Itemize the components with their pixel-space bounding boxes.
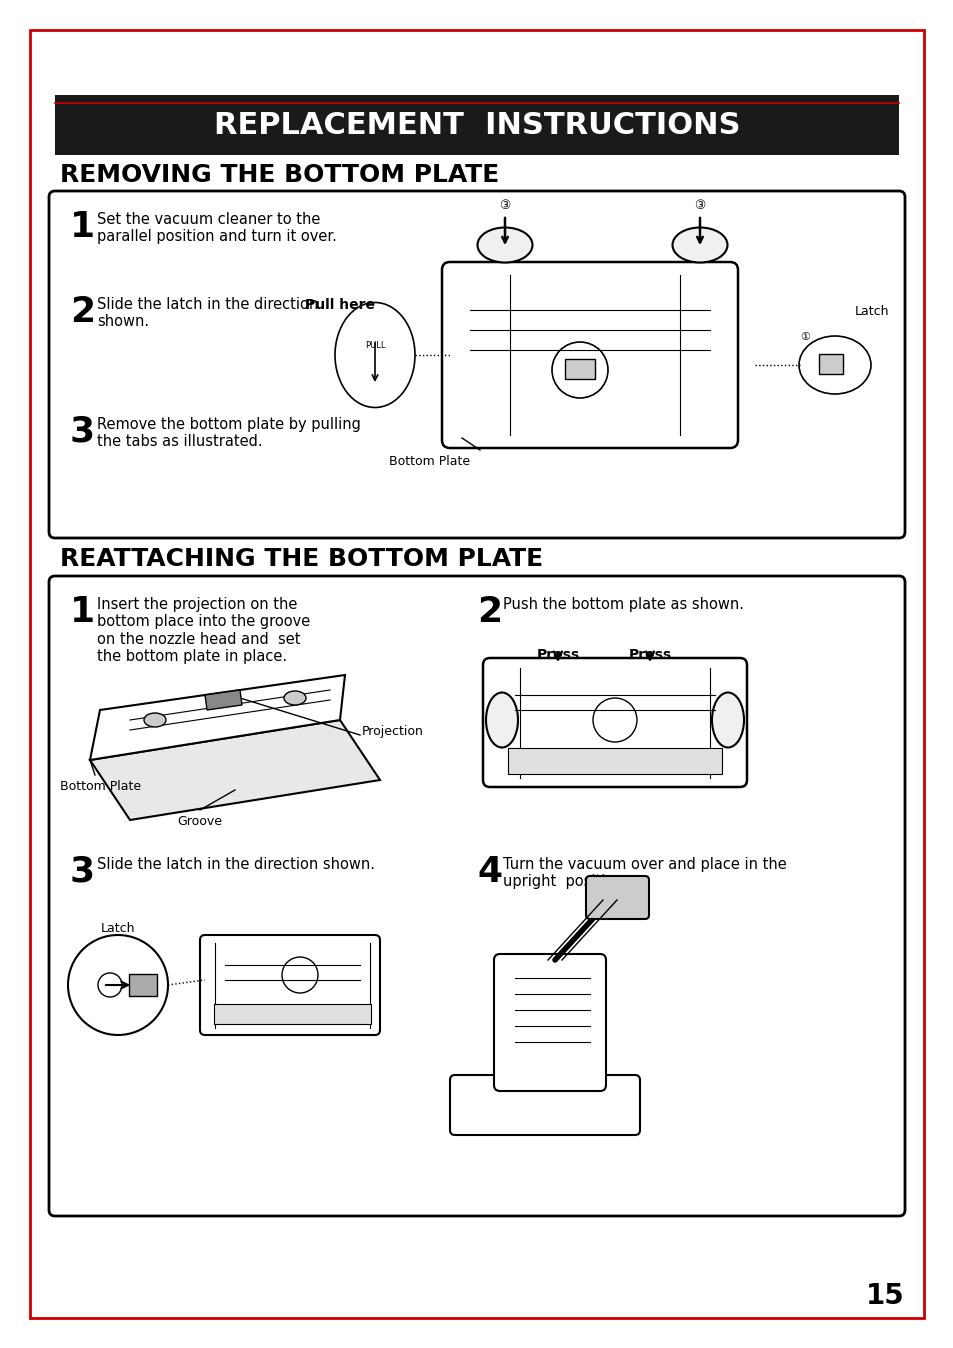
FancyBboxPatch shape [818,355,842,373]
FancyBboxPatch shape [441,262,738,448]
Text: ③: ③ [498,200,510,212]
Ellipse shape [799,336,870,394]
Ellipse shape [144,713,166,727]
Text: Slide the latch in the direction
shown.: Slide the latch in the direction shown. [97,297,318,329]
FancyBboxPatch shape [30,30,923,1318]
Text: 3: 3 [70,415,95,449]
Text: Latch: Latch [854,305,888,318]
Text: REMOVING THE BOTTOM PLATE: REMOVING THE BOTTOM PLATE [60,163,498,187]
Text: Press: Press [536,648,579,662]
Text: 2: 2 [476,594,501,630]
Text: Press: Press [628,648,671,662]
FancyBboxPatch shape [482,658,746,787]
FancyBboxPatch shape [494,954,605,1091]
FancyBboxPatch shape [213,1004,371,1024]
FancyBboxPatch shape [200,936,379,1035]
Text: Bottom Plate: Bottom Plate [389,456,470,468]
Text: 1: 1 [70,594,95,630]
Ellipse shape [485,693,517,748]
Ellipse shape [672,228,727,263]
Text: 3: 3 [70,855,95,888]
Text: Remove the bottom plate by pulling
the tabs as illustrated.: Remove the bottom plate by pulling the t… [97,417,360,449]
Text: Latch: Latch [101,922,135,936]
Ellipse shape [335,302,415,407]
Text: REATTACHING THE BOTTOM PLATE: REATTACHING THE BOTTOM PLATE [60,547,542,572]
Text: Set the vacuum cleaner to the
parallel position and turn it over.: Set the vacuum cleaner to the parallel p… [97,212,336,244]
Polygon shape [90,720,379,820]
Text: Pull here: Pull here [305,298,375,311]
FancyBboxPatch shape [507,748,721,774]
Text: Bottom Plate: Bottom Plate [60,780,141,793]
Text: ③: ③ [694,200,705,212]
FancyBboxPatch shape [49,191,904,538]
Text: 15: 15 [865,1282,904,1310]
FancyBboxPatch shape [129,975,157,996]
Ellipse shape [477,228,532,263]
Ellipse shape [711,693,743,748]
FancyBboxPatch shape [564,359,595,379]
FancyBboxPatch shape [450,1074,639,1135]
FancyBboxPatch shape [49,576,904,1216]
Text: 4: 4 [476,855,501,888]
Text: PULL: PULL [364,341,385,349]
FancyBboxPatch shape [585,876,648,919]
Polygon shape [205,690,242,710]
Text: 1: 1 [70,210,95,244]
Text: Projection: Projection [361,725,423,739]
Text: ①: ① [800,332,809,342]
Text: Slide the latch in the direction shown.: Slide the latch in the direction shown. [97,857,375,872]
Circle shape [68,936,168,1035]
Text: 2: 2 [70,295,95,329]
Text: Push the bottom plate as shown.: Push the bottom plate as shown. [502,597,743,612]
Polygon shape [90,675,345,760]
Text: Turn the vacuum over and place in the
upright  position.: Turn the vacuum over and place in the up… [502,857,786,890]
Text: Insert the projection on the
bottom place into the groove
on the nozzle head and: Insert the projection on the bottom plac… [97,597,310,665]
Ellipse shape [284,692,306,705]
Text: Groove: Groove [177,816,222,828]
Text: REPLACEMENT  INSTRUCTIONS: REPLACEMENT INSTRUCTIONS [213,111,740,139]
FancyBboxPatch shape [55,94,898,155]
